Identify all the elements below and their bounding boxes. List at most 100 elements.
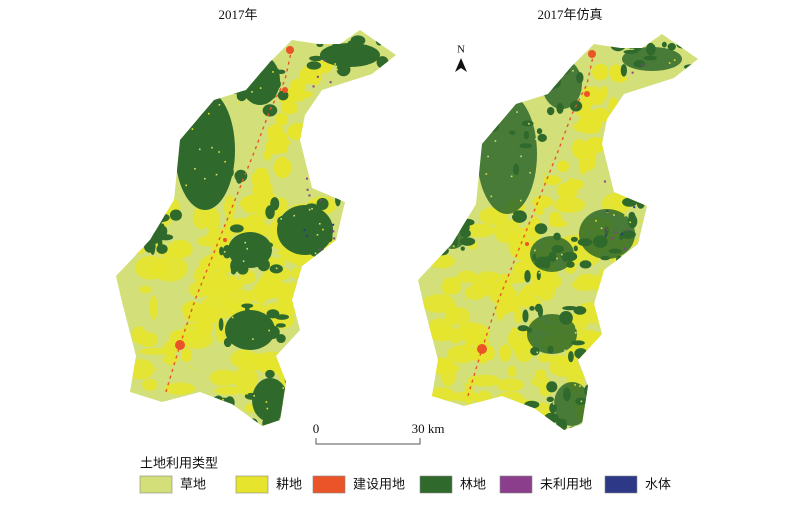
cropland-patch [301,371,319,391]
pixel [668,353,671,355]
pixel [259,87,262,89]
pixel [181,391,184,394]
cropland-patch [224,195,236,220]
pixel [308,286,311,288]
pixel [445,327,448,330]
cropland-patch [297,81,305,93]
pixel [610,304,612,306]
forest-patch [316,213,329,225]
pixel [673,267,675,270]
pixel [331,317,334,320]
forest-patch [347,40,359,47]
cropland-patch [585,398,602,409]
forest-patch [236,49,241,59]
cropland-patch [595,359,614,382]
pixel [155,274,158,277]
pixel [654,117,656,120]
unused-pixel [616,175,619,178]
pixel [524,421,527,424]
pixel [613,214,615,216]
cropland-patch [618,370,643,378]
pixel [165,414,167,417]
pixel [116,166,117,168]
unused-pixel [305,177,308,180]
forest-patch [262,417,272,426]
forest-patch [576,72,584,84]
pixel [129,343,132,346]
unused-pixel [312,85,315,88]
pixel [224,160,226,163]
forest-patch [154,213,170,222]
forest-patch [643,55,657,61]
water-pixel [606,210,609,213]
builtup-cluster [588,50,596,58]
forest-patch [661,41,667,48]
pixel [661,311,664,313]
cropland-patch [291,267,304,280]
cropland-patch [488,401,519,419]
pixel [296,78,298,80]
pixel [197,270,200,272]
pixel [566,218,569,220]
forest-patch [600,255,610,261]
pixel [625,378,628,381]
cropland-patch [449,335,462,344]
legend-swatch [604,475,638,494]
forest-patch [178,72,185,82]
forest-patch [509,130,516,135]
pixel [368,203,370,206]
pixel [452,245,455,248]
pixel [561,253,563,256]
pixel [516,111,518,113]
forest-patch [682,44,687,50]
pixel [136,226,138,229]
pixel [471,178,474,181]
pixel [547,139,549,142]
forest-patch [295,242,308,250]
pixel [623,101,626,103]
pixel [390,421,393,424]
pixel [371,356,373,358]
pixel [306,394,309,397]
cropland-patch [600,85,609,99]
pixel [237,46,239,48]
pixel [355,150,357,153]
forest-patch [524,269,531,283]
pixel [473,287,476,290]
pixel [561,34,564,37]
forest-patch [623,49,639,54]
cropland-patch [135,200,147,220]
forest-patch [521,120,534,127]
pixel [355,377,358,380]
pixel [362,177,365,180]
pixel [530,374,532,377]
forest-area [554,382,590,426]
forest-patch [287,393,297,400]
pixel [136,33,139,36]
forest-patch [275,323,286,328]
forest-patch [589,393,600,401]
cropland-patch [543,355,572,363]
pixel [485,173,488,175]
water-pixel [620,232,623,235]
water-pixel [306,234,309,237]
pixel [555,173,558,175]
pixel [166,156,168,159]
forest-patch [537,133,547,142]
cropland-patch [301,342,328,361]
pixel [423,76,426,79]
forest-patch [561,52,571,60]
unused-pixel [635,169,638,172]
pixel [431,173,433,176]
pixel [207,112,210,115]
pixel [280,218,282,220]
pixel [535,122,538,125]
pixel [623,145,626,147]
pixel [334,63,336,65]
pixel [385,71,387,73]
unused-pixel [614,231,617,234]
pixel [448,77,450,80]
pixel [149,385,152,388]
pixel [298,373,301,375]
pixel [207,355,209,358]
